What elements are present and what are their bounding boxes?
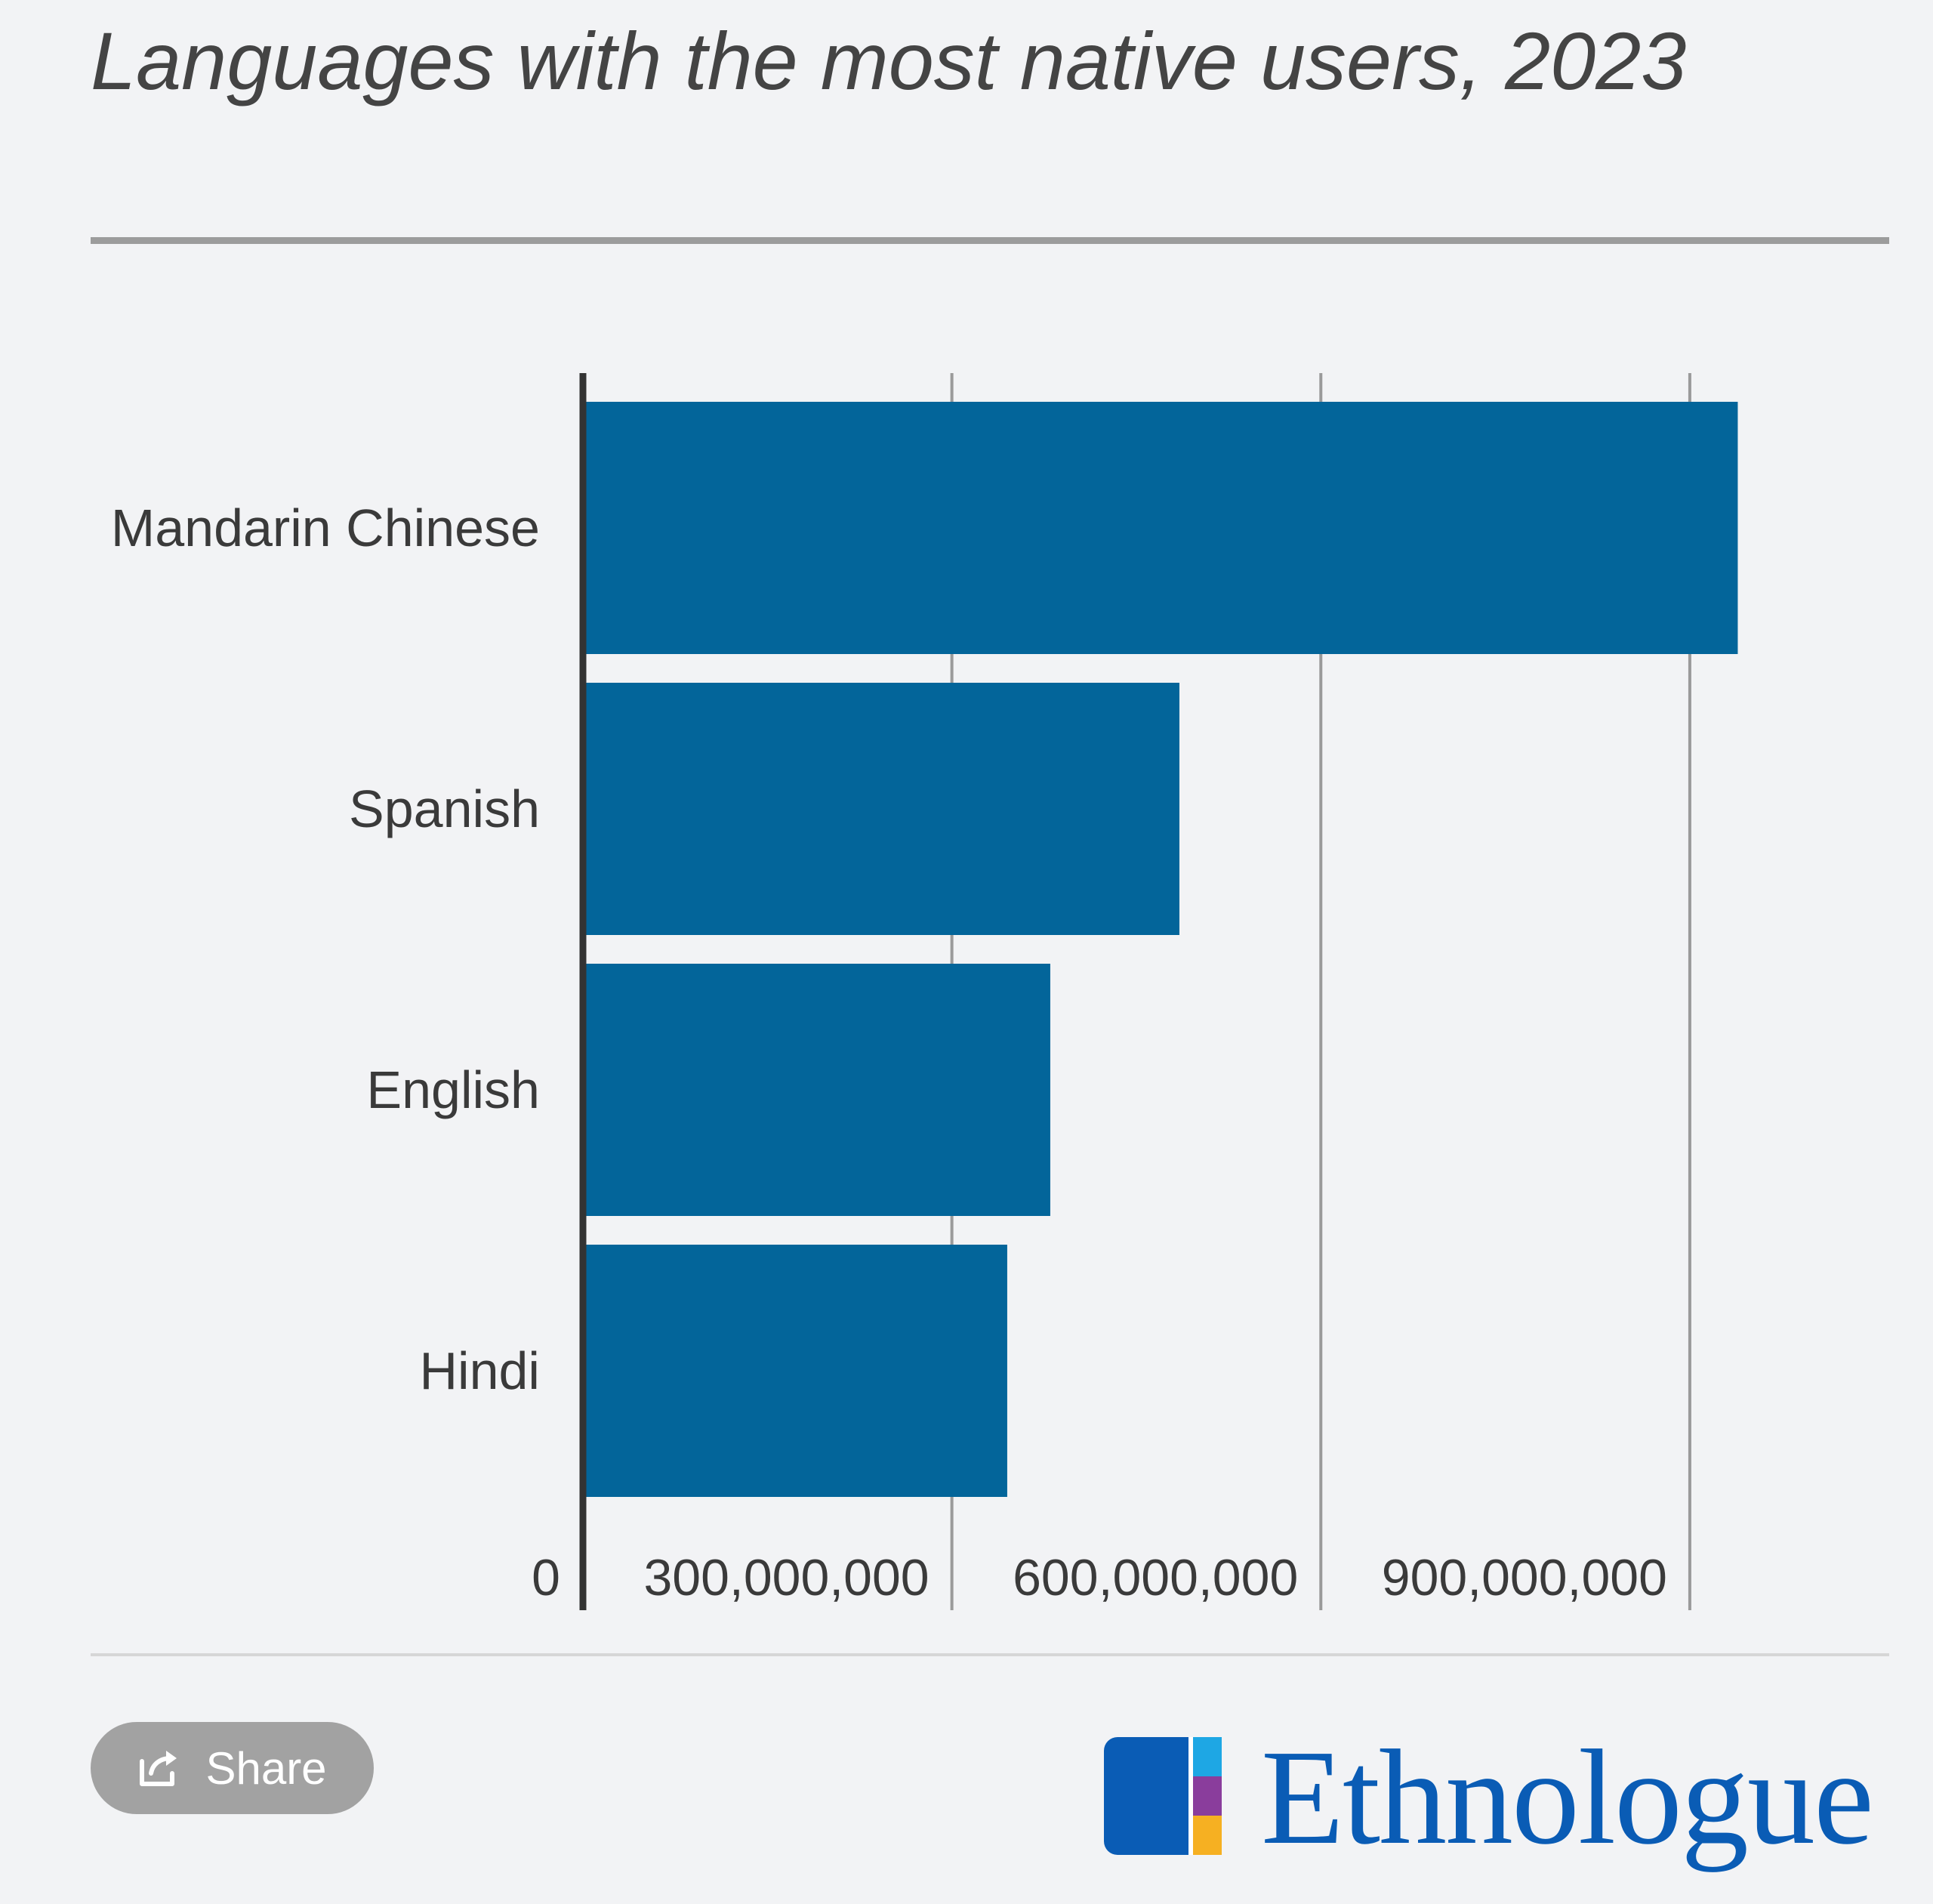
tick-label: 0 xyxy=(532,1549,560,1606)
brand-logo: Ethnologue xyxy=(1104,1722,1874,1872)
category-label: Mandarin Chinese xyxy=(111,498,540,557)
tick-label: 300,000,000 xyxy=(643,1549,929,1606)
footer-divider xyxy=(91,1653,1889,1656)
tick-labels: 0 300,000,000 600,000,000 900,000,000 xyxy=(532,1549,1667,1606)
chart-title: Languages with the most native users, 20… xyxy=(91,15,1687,106)
share-button[interactable]: Share xyxy=(91,1722,374,1814)
category-labels: Mandarin Chinese Spanish English Hindi xyxy=(111,498,540,1400)
bar-spanish xyxy=(583,683,1179,935)
bars xyxy=(583,402,1738,1497)
category-label: English xyxy=(366,1060,540,1119)
title-divider xyxy=(91,237,1889,244)
share-label: Share xyxy=(205,1742,327,1794)
share-icon xyxy=(137,1748,183,1788)
bar-mandarin-chinese xyxy=(583,402,1738,654)
tick-label: 600,000,000 xyxy=(1013,1549,1298,1606)
bar-english xyxy=(583,964,1050,1216)
bar-chart: Mandarin Chinese Spanish English Hindi 0 300… xyxy=(111,373,1738,1610)
bar-hindi xyxy=(583,1245,1007,1497)
tick-label: 900,000,000 xyxy=(1382,1549,1667,1606)
ethnologue-logo-icon xyxy=(1104,1737,1225,1858)
category-label: Hindi xyxy=(419,1341,540,1400)
category-label: Spanish xyxy=(349,779,540,838)
brand-name: Ethnologue xyxy=(1261,1722,1874,1872)
